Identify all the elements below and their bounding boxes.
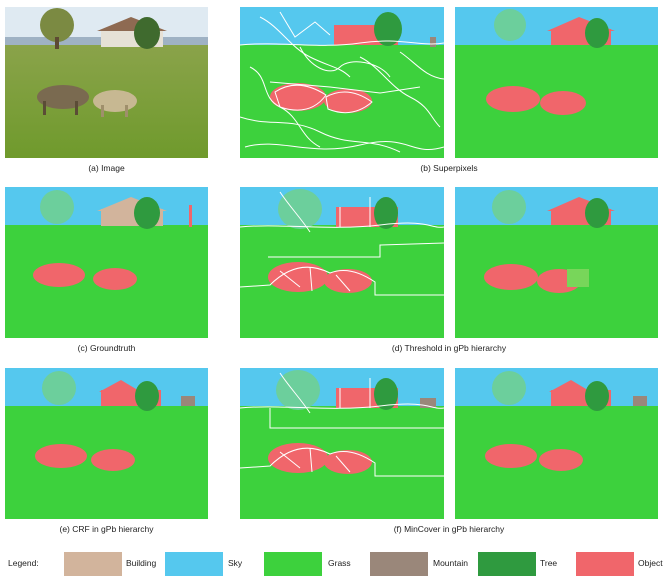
- caption-f: (f) MinCover in gPb hierarchy: [393, 524, 505, 534]
- panel-threshold-contours: [240, 187, 444, 338]
- legend-label-sky: Sky: [228, 558, 243, 568]
- panel-superpixels: [240, 7, 444, 158]
- panel-threshold-labels: [455, 187, 658, 338]
- caption-c: (c) Groundtruth: [77, 343, 136, 353]
- caption-d: (d) Threshold in gPb hierarchy: [391, 343, 507, 353]
- legend-label-grass: Grass: [328, 558, 351, 568]
- legend-swatch-mountain: [370, 552, 428, 576]
- legend-label-mountain: Mountain: [433, 558, 468, 568]
- legend-label-building: Building: [126, 558, 157, 568]
- panel-superpixels-labels: [455, 7, 658, 158]
- panel-image: [5, 7, 208, 158]
- panel-mincover-labels: [455, 368, 658, 519]
- panel-groundtruth: [5, 187, 208, 338]
- panel-mincover-contours: [240, 368, 444, 519]
- legend-label-tree: Tree: [540, 558, 558, 568]
- panel-crf: [5, 368, 208, 519]
- legend-swatch-building: [64, 552, 122, 576]
- caption-e: (e) CRF in gPb hierarchy: [59, 524, 154, 534]
- legend-swatch-tree: [478, 552, 536, 576]
- legend-swatch-object: [576, 552, 634, 576]
- legend-swatch-grass: [264, 552, 322, 576]
- caption-a: (a) Image: [88, 163, 125, 173]
- caption-b: (b) Superpixels: [420, 163, 478, 173]
- legend-swatch-sky: [165, 552, 223, 576]
- legend-title: Legend:: [8, 558, 39, 568]
- legend-label-object: Object: [638, 558, 663, 568]
